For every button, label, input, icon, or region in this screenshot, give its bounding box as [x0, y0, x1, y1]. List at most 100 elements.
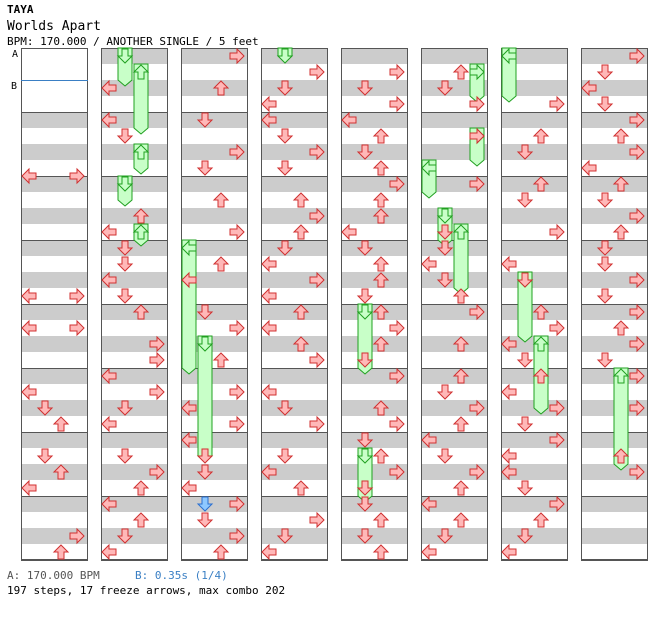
bpm-label: A: 170.000 BPM	[7, 569, 100, 582]
artist-name: TAYA	[7, 3, 34, 16]
step-arrow	[21, 167, 37, 185]
step-arrow	[149, 335, 165, 353]
freeze-arrow	[501, 47, 517, 103]
step-arrow	[629, 463, 645, 481]
step-arrow	[452, 368, 470, 384]
step-arrow	[196, 160, 214, 176]
step-arrow	[469, 303, 485, 321]
step-arrow	[52, 416, 70, 432]
step-arrow	[69, 287, 85, 305]
step-arrow	[436, 80, 454, 96]
freeze-arrow	[613, 367, 629, 471]
step-arrow	[596, 192, 614, 208]
freeze-head	[132, 64, 150, 80]
freeze-head	[356, 448, 374, 464]
shock-arrow	[196, 496, 214, 512]
step-arrow	[501, 543, 517, 561]
step-arrow	[132, 512, 150, 528]
step-arrow	[629, 47, 645, 65]
step-arrow	[549, 495, 565, 513]
step-arrow	[21, 479, 37, 497]
step-arrow	[436, 272, 454, 288]
step-arrow	[581, 159, 597, 177]
step-arrow	[549, 399, 565, 417]
step-arrow	[612, 176, 630, 192]
step-arrow	[629, 207, 645, 225]
step-arrow	[292, 224, 310, 240]
step-arrow	[532, 368, 550, 384]
step-arrow	[372, 544, 390, 560]
chart-column	[501, 48, 568, 561]
step-arrow	[421, 431, 437, 449]
step-arrow	[612, 224, 630, 240]
freeze-head	[356, 304, 374, 320]
freeze-head	[276, 48, 294, 64]
step-arrow	[101, 415, 117, 433]
freeze-head	[452, 224, 470, 240]
step-arrow	[261, 319, 277, 337]
step-arrow	[581, 79, 597, 97]
step-arrow	[212, 80, 230, 96]
step-arrow	[261, 255, 277, 273]
step-arrow	[261, 95, 277, 113]
step-arrow	[372, 336, 390, 352]
freeze-arrow	[517, 271, 533, 343]
step-arrow	[309, 511, 325, 529]
step-arrow	[516, 528, 534, 544]
step-arrow	[421, 255, 437, 273]
step-arrow	[101, 79, 117, 97]
step-arrow	[52, 464, 70, 480]
step-arrow	[532, 128, 550, 144]
step-arrow	[596, 96, 614, 112]
chart-info: BPM: 170.000 / ANOTHER SINGLE / 5 feet	[7, 35, 259, 48]
step-arrow	[421, 495, 437, 513]
step-arrow	[292, 304, 310, 320]
step-arrow	[196, 448, 214, 464]
step-arrow	[629, 111, 645, 129]
step-arrow	[372, 448, 390, 464]
step-arrow	[436, 384, 454, 400]
step-arrow	[181, 479, 197, 497]
step-arrow	[612, 128, 630, 144]
step-arrow	[309, 271, 325, 289]
step-arrow	[356, 496, 374, 512]
step-arrow	[261, 111, 277, 129]
step-arrow	[501, 463, 517, 481]
step-arrow	[356, 144, 374, 160]
step-arrow	[132, 304, 150, 320]
step-arrow	[389, 463, 405, 481]
step-arrow	[469, 399, 485, 417]
step-arrow	[436, 240, 454, 256]
step-arrow	[549, 319, 565, 337]
step-arrow	[452, 288, 470, 304]
step-arrow	[549, 95, 565, 113]
step-arrow	[229, 47, 245, 65]
step-arrow	[372, 400, 390, 416]
step-arrow	[276, 80, 294, 96]
step-arrow	[21, 383, 37, 401]
step-arrow	[21, 319, 37, 337]
step-arrow	[212, 256, 230, 272]
freeze-head	[132, 144, 150, 160]
freeze-arrow	[133, 63, 149, 135]
freeze-head	[501, 47, 517, 65]
step-arrow	[261, 383, 277, 401]
step-stats: 197 steps, 17 freeze arrows, max combo 2…	[7, 584, 286, 597]
step-arrow	[629, 303, 645, 321]
step-arrow	[276, 160, 294, 176]
step-arrow	[389, 175, 405, 193]
chart-column	[581, 48, 648, 561]
step-arrow	[389, 63, 405, 81]
step-arrow	[292, 192, 310, 208]
step-arrow	[629, 143, 645, 161]
step-arrow	[309, 143, 325, 161]
step-arrow	[516, 192, 534, 208]
step-arrow	[212, 192, 230, 208]
step-arrow	[469, 127, 485, 145]
step-arrow	[36, 400, 54, 416]
offset-label: B: 0.35s (1/4)	[135, 569, 228, 582]
song-title: Worlds Apart	[7, 19, 101, 34]
step-arrow	[116, 448, 134, 464]
step-arrow	[196, 464, 214, 480]
step-arrow	[372, 304, 390, 320]
